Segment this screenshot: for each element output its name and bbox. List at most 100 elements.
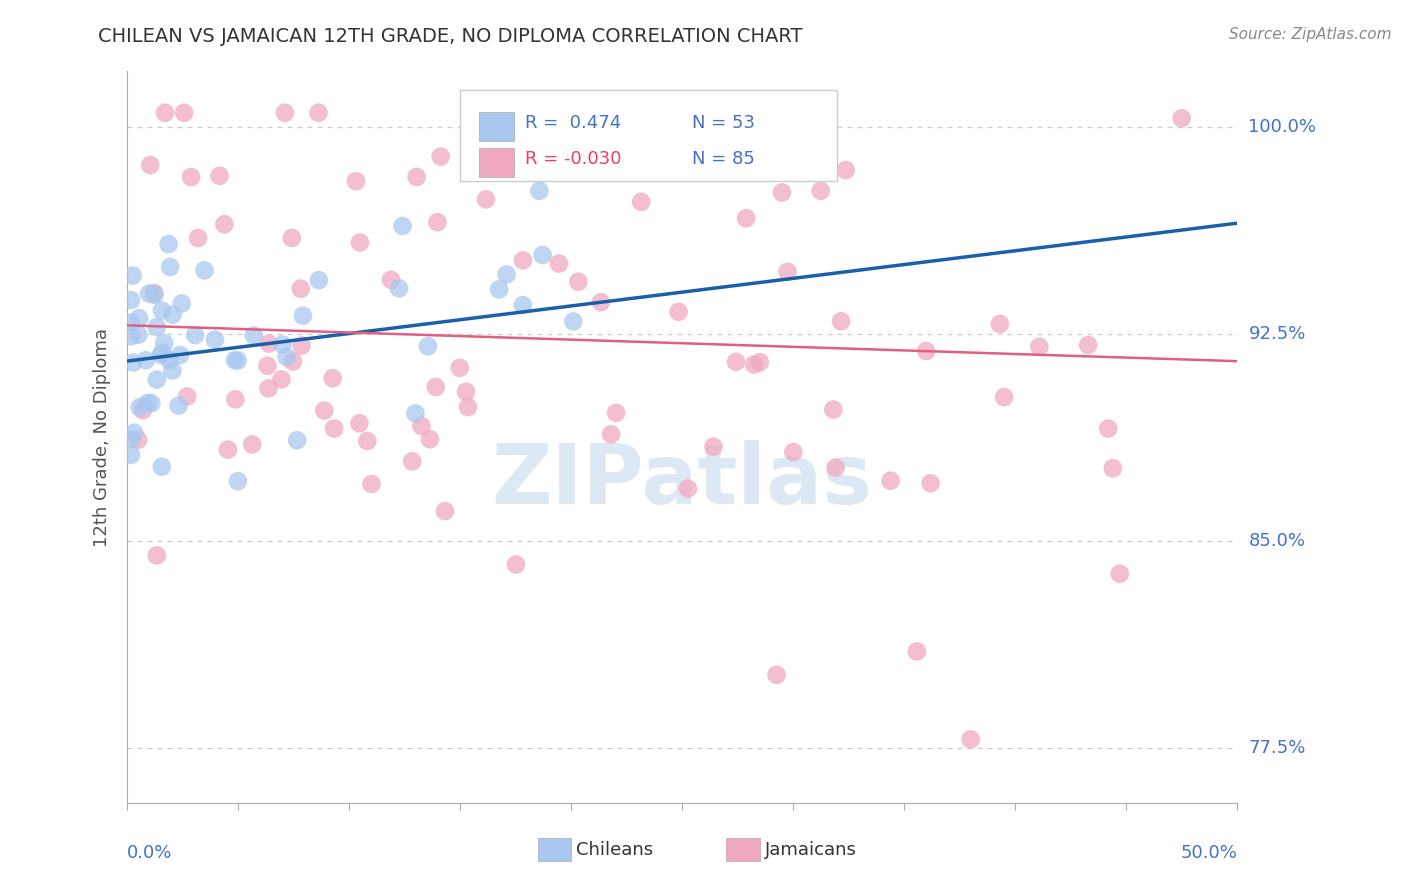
Point <box>159 260 181 274</box>
Point <box>120 316 142 330</box>
Point <box>411 419 433 434</box>
Point <box>128 311 150 326</box>
Bar <box>727 838 759 862</box>
Point <box>122 425 145 440</box>
Point <box>314 403 336 417</box>
Point <box>605 406 627 420</box>
Point <box>256 359 278 373</box>
Point <box>121 268 143 283</box>
Point <box>810 184 832 198</box>
Point <box>360 477 382 491</box>
Text: 77.5%: 77.5% <box>1249 739 1306 756</box>
Point <box>824 460 846 475</box>
Point <box>204 333 226 347</box>
Point <box>120 433 142 447</box>
Point <box>143 286 166 301</box>
Point <box>915 344 938 359</box>
Point <box>786 159 808 173</box>
Point <box>835 163 858 178</box>
Point <box>1101 461 1123 475</box>
Point <box>291 338 314 352</box>
Point <box>308 105 330 120</box>
Point <box>735 211 758 226</box>
Text: N = 85: N = 85 <box>692 150 755 168</box>
Point <box>139 158 162 172</box>
Point <box>145 549 167 563</box>
Point <box>173 105 195 120</box>
Point <box>308 273 330 287</box>
Text: Source: ZipAtlas.com: Source: ZipAtlas.com <box>1229 27 1392 42</box>
Point <box>449 360 471 375</box>
Point <box>184 328 207 343</box>
Point <box>475 192 498 206</box>
Point <box>291 309 314 323</box>
Bar <box>478 112 515 141</box>
Bar <box>537 838 571 862</box>
Point <box>531 248 554 262</box>
Point <box>132 403 155 417</box>
Point <box>270 372 292 386</box>
Text: 0.0%: 0.0% <box>127 845 172 863</box>
Text: 85.0%: 85.0% <box>1249 532 1305 549</box>
Point <box>322 371 344 385</box>
Point <box>217 442 239 457</box>
Y-axis label: 12th Grade, No Diploma: 12th Grade, No Diploma <box>93 327 111 547</box>
Point <box>782 445 804 459</box>
Point <box>505 558 527 572</box>
Point <box>224 353 246 368</box>
Point <box>702 440 724 454</box>
Point <box>127 433 149 447</box>
Point <box>240 437 263 451</box>
Point <box>145 373 167 387</box>
Point <box>150 459 173 474</box>
Point <box>512 298 534 312</box>
Point <box>127 327 149 342</box>
Point <box>224 392 246 407</box>
Point <box>276 350 298 364</box>
Point <box>830 314 852 328</box>
Point <box>136 396 159 410</box>
Point <box>454 384 477 399</box>
Point <box>765 667 787 681</box>
Point <box>187 231 209 245</box>
Point <box>425 380 447 394</box>
Point <box>169 348 191 362</box>
Text: R =  0.474: R = 0.474 <box>526 113 621 131</box>
Point <box>120 293 142 307</box>
Point <box>630 194 652 209</box>
Point <box>120 448 142 462</box>
Point <box>429 150 451 164</box>
Point <box>488 282 510 296</box>
Point <box>405 169 427 184</box>
Point <box>323 421 346 435</box>
Point <box>193 263 215 277</box>
Point <box>404 406 426 420</box>
Point <box>920 476 942 491</box>
Text: 92.5%: 92.5% <box>1249 325 1306 343</box>
Point <box>419 432 441 446</box>
Point <box>770 186 793 200</box>
Text: 50.0%: 50.0% <box>1181 845 1237 863</box>
Point <box>391 219 413 233</box>
Point <box>988 317 1011 331</box>
Point <box>162 308 184 322</box>
Point <box>600 427 623 442</box>
Text: Jamaicans: Jamaicans <box>765 841 858 859</box>
Point <box>993 390 1015 404</box>
Point <box>1097 421 1119 435</box>
Point <box>128 401 150 415</box>
Point <box>120 329 142 343</box>
Point <box>512 253 534 268</box>
Point <box>380 273 402 287</box>
Point <box>1028 340 1050 354</box>
Point <box>457 400 479 414</box>
Point <box>226 474 249 488</box>
Point <box>162 363 184 377</box>
Point <box>905 644 928 658</box>
Point <box>153 105 176 120</box>
Point <box>1170 112 1192 126</box>
Point <box>153 336 176 351</box>
Point <box>170 296 193 310</box>
Point <box>290 282 312 296</box>
Point <box>1108 566 1130 581</box>
